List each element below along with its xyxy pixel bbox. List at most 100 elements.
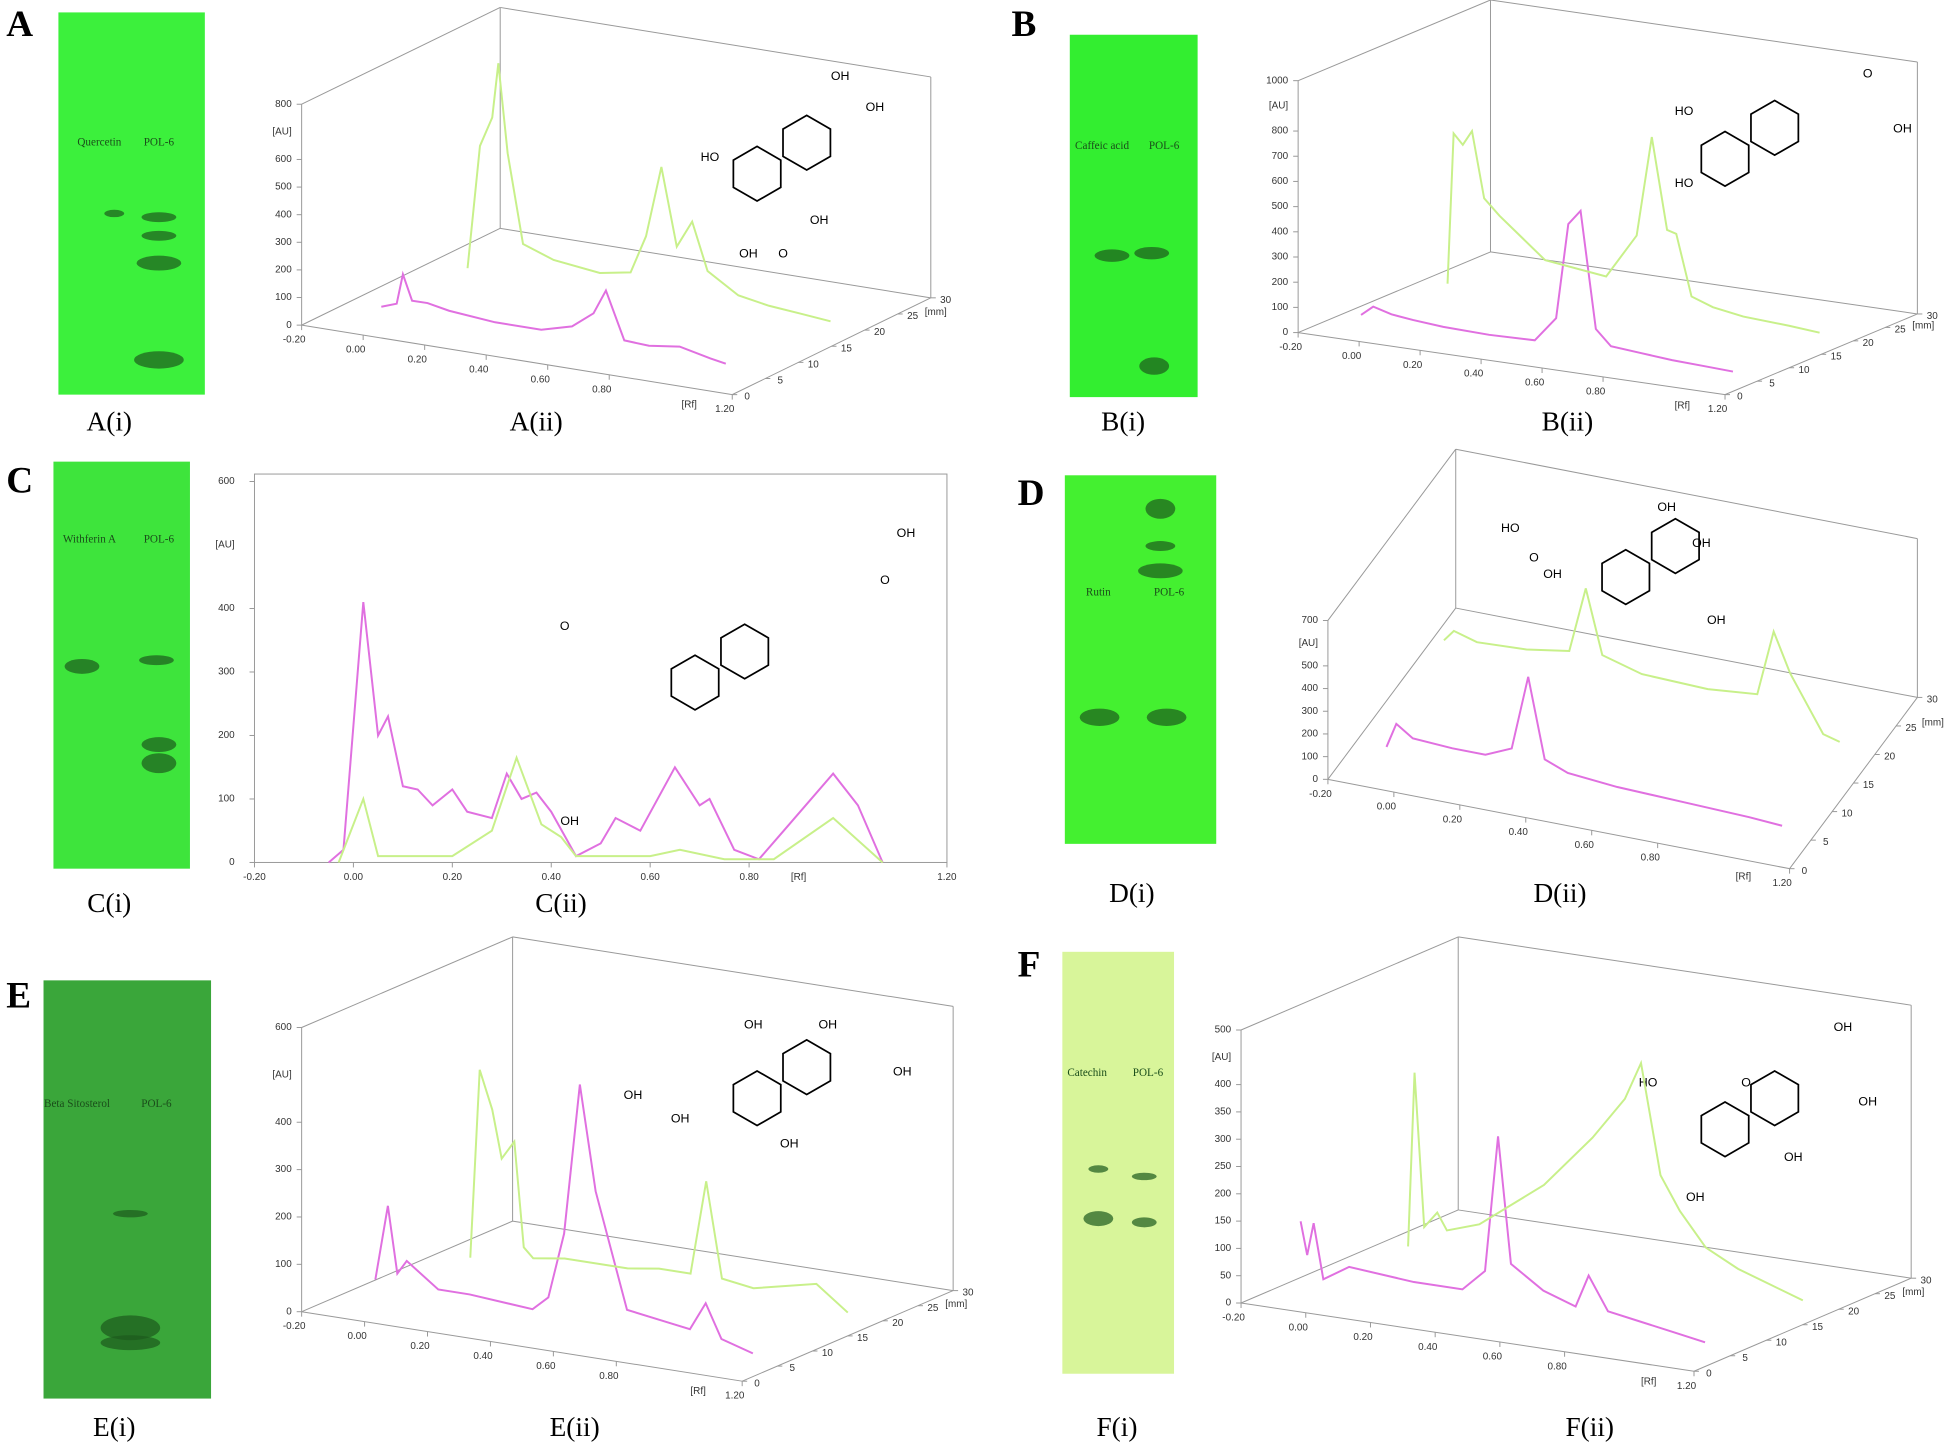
structure-label: OH (624, 1088, 643, 1102)
frame (301, 936, 513, 1028)
trace (381, 270, 727, 365)
tlc-spot (136, 255, 182, 271)
y-tick-label: 150 (1215, 1216, 1232, 1227)
structure-label: OH (1834, 1020, 1853, 1034)
y-tick-label: 100 (275, 292, 292, 303)
y-tick-label: 300 (275, 237, 292, 248)
x-tick-label: 0.60 (536, 1361, 556, 1372)
x-tick-label: 0.40 (473, 1351, 493, 1362)
trace (1299, 1136, 1706, 1344)
structure-label: OH (1657, 500, 1676, 514)
tlc-plate (1062, 951, 1175, 1374)
structure-label: HO (1639, 1076, 1658, 1090)
y-tick-label: 250 (1215, 1161, 1232, 1172)
trace (374, 1084, 754, 1355)
panel: C Withferin A POL-6 C(i) C(ii) OH O O OH 0 100 200 3… (6, 461, 957, 919)
frame (1455, 607, 1918, 698)
x-tick-label: 0.60 (1525, 378, 1545, 389)
y-unit: [AU] (1269, 100, 1289, 111)
z-tick-label: 0 (754, 1378, 760, 1389)
structure-ring (1750, 1069, 1800, 1127)
y-tick-label: 700 (1301, 615, 1318, 626)
lane-label: Quercetin (77, 136, 121, 148)
y-tick-label: 200 (1215, 1188, 1232, 1199)
lane-label: Caffeic acid (1075, 140, 1129, 152)
tlc-spot (1145, 498, 1176, 519)
structure-ring (782, 114, 832, 172)
tlc-spot (141, 737, 177, 753)
tlc-spot (100, 1335, 161, 1351)
y-tick-label: 100 (275, 1259, 292, 1270)
y-tick-label: 100 (1272, 302, 1289, 313)
trace (466, 63, 831, 323)
lane-label: Beta Sitosterol (44, 1098, 110, 1110)
structure-label: O (1529, 551, 1539, 565)
y-tick-label: 100 (218, 794, 235, 805)
z-tick-label: 20 (892, 1318, 904, 1329)
x-tick-label: -0.20 (1279, 342, 1302, 353)
trace (469, 1069, 849, 1314)
lane-label: Catechin (1067, 1067, 1107, 1079)
structure-label: O (1863, 67, 1873, 81)
frame (1458, 936, 1912, 1006)
x-axis (301, 1311, 743, 1382)
y-tick-label: 0 (1312, 774, 1318, 785)
z-unit: [mm] (945, 1299, 967, 1310)
frame (500, 227, 931, 299)
structure-label: OH (1893, 121, 1912, 135)
x-tick-label: 0.60 (531, 374, 551, 385)
panel-letter: C (6, 461, 33, 502)
panel-letter: F (1018, 944, 1041, 985)
structure-label: OH (1692, 536, 1711, 550)
structure-label: OH (780, 1136, 799, 1150)
z-tick-label: 20 (1848, 1306, 1860, 1317)
x-tick-label: 0.80 (592, 384, 612, 395)
structure-label: O (560, 619, 570, 633)
frame (1327, 607, 1457, 780)
frame (301, 6, 501, 105)
x-tick-label: -0.20 (1309, 789, 1332, 800)
tlc-spot (134, 351, 184, 369)
x-tick-label: 0.60 (641, 872, 661, 883)
z-tick-label: 10 (808, 359, 820, 370)
x-tick-label: 0.40 (469, 364, 489, 375)
y-tick-label: 200 (218, 730, 235, 741)
y-tick-label: 600 (218, 476, 235, 487)
structure-label: OH (1686, 1190, 1705, 1204)
x-unit: [Rf] (690, 1386, 706, 1397)
panel-letter: D (1018, 473, 1045, 514)
plate-caption: A(i) (87, 407, 132, 437)
structure-ring (1601, 548, 1651, 606)
x-tick-label: 0.00 (347, 1331, 367, 1342)
frame (500, 6, 931, 78)
tlc-spot (1094, 249, 1130, 262)
z-tick-label: 0 (744, 392, 750, 403)
structure-ring (732, 1069, 782, 1127)
frame (1455, 448, 1918, 540)
chart-caption: F(ii) (1565, 1412, 1614, 1442)
x-tick-label: 0.80 (739, 872, 759, 883)
y-tick-label: 600 (275, 1022, 292, 1033)
lane-label: POL-6 (144, 533, 175, 545)
y-tick-label: 350 (1215, 1107, 1232, 1118)
x-tick-label: 0.40 (1509, 827, 1529, 838)
z-tick-label: 0 (1706, 1368, 1712, 1379)
x-unit: [Rf] (1736, 872, 1752, 883)
tlc-plate (1069, 34, 1198, 398)
frame (301, 1220, 513, 1313)
z-tick-label: 0 (1802, 866, 1808, 877)
y-unit: [AU] (215, 540, 235, 551)
y-unit: [AU] (272, 1070, 292, 1081)
z-tick-label: 15 (1863, 780, 1875, 791)
z-tick-label: 5 (1823, 837, 1829, 848)
tlc-spot (1088, 1165, 1109, 1173)
structure-ring (1700, 1100, 1750, 1158)
y-tick-label: 500 (1215, 1025, 1232, 1036)
structure-label: OH (1858, 1094, 1877, 1108)
x-tick-label: 1.20 (725, 1391, 745, 1402)
panel: E Beta Sitosterol POL-6 E(i) E(ii) OH OH OH OH OH… (6, 936, 974, 1442)
y-tick-label: 700 (1272, 151, 1289, 162)
trace (1407, 1059, 1804, 1302)
plate-caption: D(i) (1109, 878, 1154, 908)
